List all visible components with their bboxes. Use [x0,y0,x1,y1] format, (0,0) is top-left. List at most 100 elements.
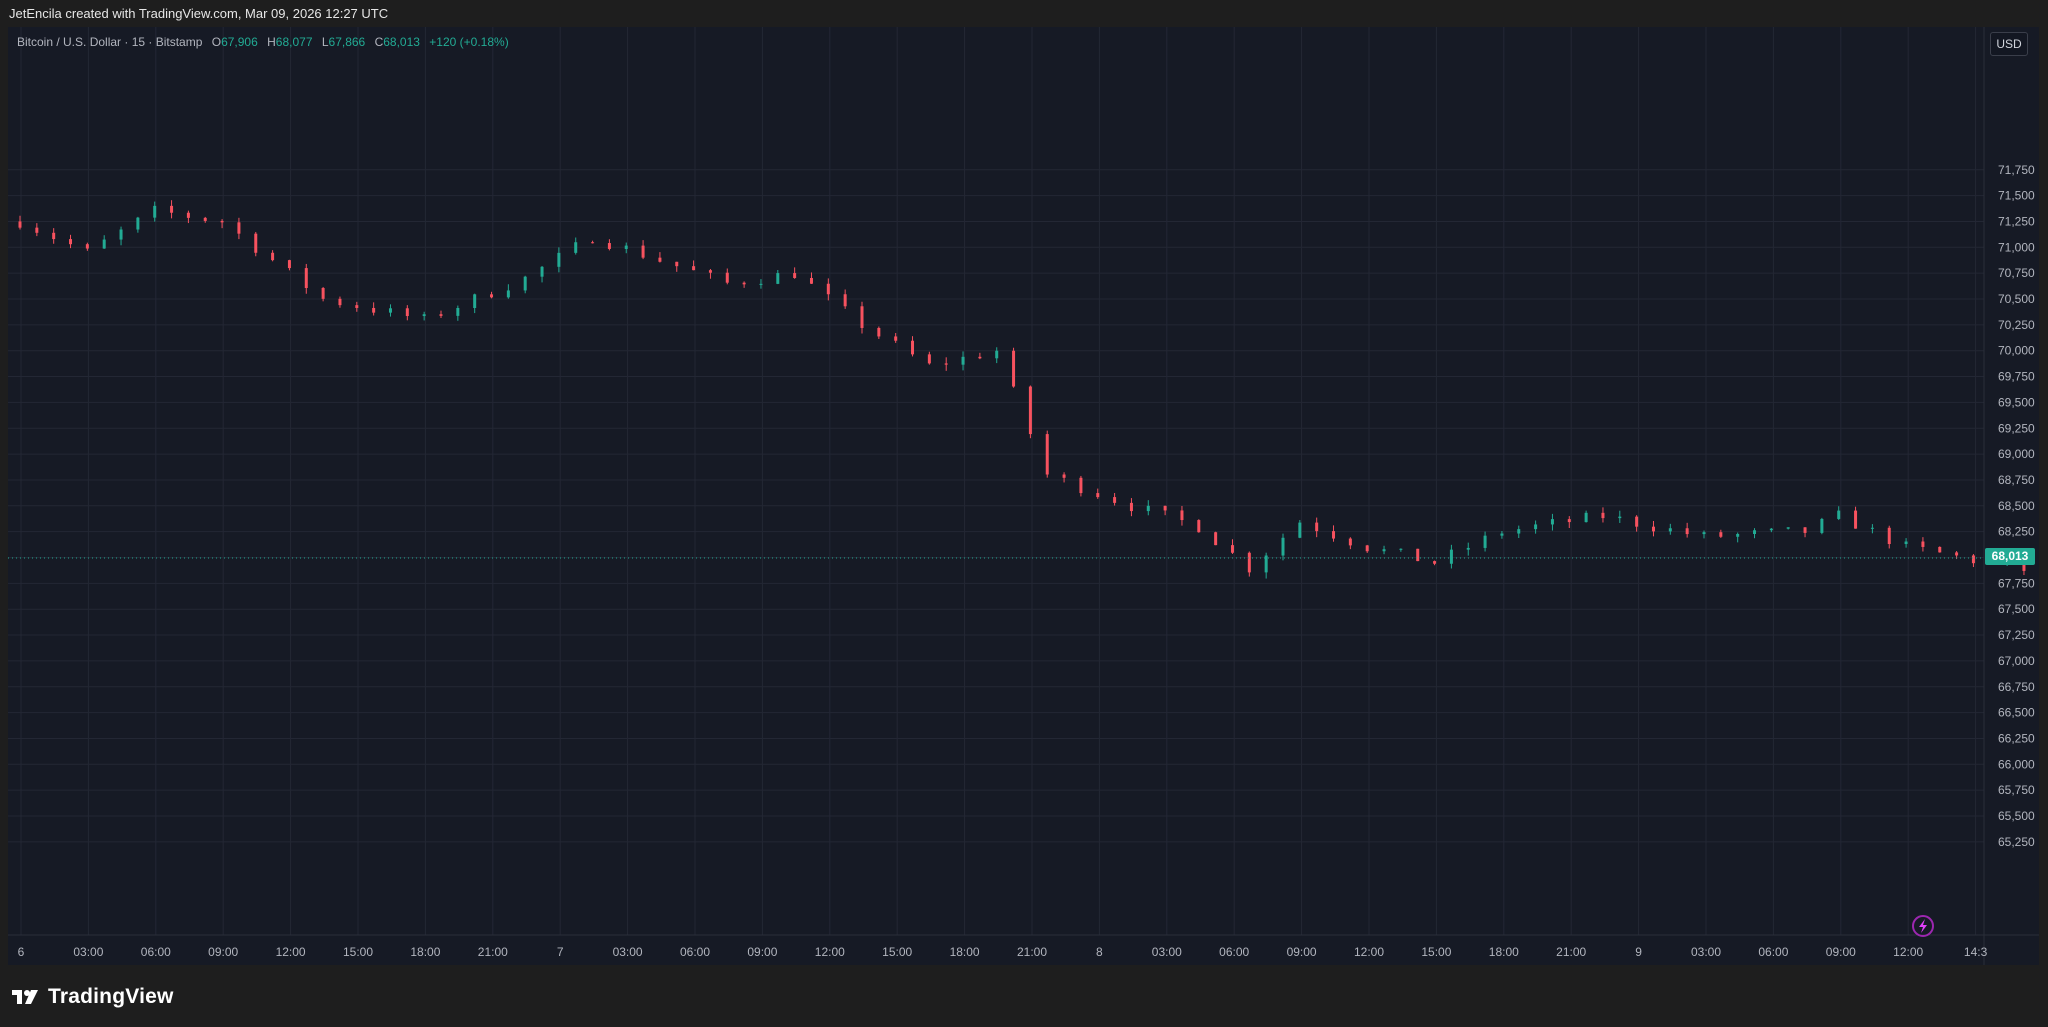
candle-body [1517,529,1521,534]
candle-body [1214,532,1218,546]
time-tick-label: 15:00 [882,945,912,959]
price-tick-label: 68,750 [1998,473,2035,487]
candle-body [136,217,140,230]
candle-body [102,239,106,249]
candle-body [170,205,174,213]
time-tick-label: 09:00 [208,945,238,959]
price-tick-label: 66,250 [1998,731,2035,745]
time-tick-label: 06:00 [680,945,710,959]
time-tick-label: 09:00 [1287,945,1317,959]
candle-body [439,314,443,316]
symbol-legend: Bitcoin / U.S. Dollar · 15 · Bitstamp O6… [17,35,509,49]
candle-body [1163,505,1167,511]
candle-body [321,288,325,299]
time-tick-label: 12:00 [1893,945,1923,959]
candle-body [725,272,729,283]
time-tick-label: 03:00 [1691,945,1721,959]
candle-body [456,307,460,316]
currency-button[interactable]: USD [1990,32,2028,56]
time-tick-label: 03:00 [613,945,643,959]
candle-body [1113,497,1117,503]
candle-body [85,244,89,249]
time-tick-label: 18:00 [1489,945,1519,959]
candle-body [961,356,965,365]
candle-body [237,222,241,234]
price-tick-label: 66,000 [1998,757,2035,771]
candle-body [119,229,123,240]
price-axis[interactable]: 65,250 65,500 65,750 66,000 66,250 66,500 66,7… [1998,163,2035,849]
price-tick-label: 70,500 [1998,292,2035,306]
candle-body [1870,527,1874,529]
candle-body [1012,350,1016,387]
tradingview-logo[interactable]: TradingView [12,985,174,1009]
candle-body [473,294,477,308]
candle-body [1685,528,1689,535]
time-tick-label: 21:00 [1556,945,1586,959]
time-axis[interactable]: 6 03:00 06:00 09:00 12:00 15:00 18:00 21:00 7 03:… [18,945,1988,959]
candle-body [843,294,847,307]
candlestick-chart[interactable]: 65,250 65,500 65,750 66,000 66,250 66,500 66,7… [8,27,2039,965]
candle-body [186,212,190,218]
time-tick-label: 12:00 [276,945,306,959]
time-tick-label: 12:00 [815,945,845,959]
candle-body [1281,537,1285,556]
high-value: 68,077 [275,35,313,49]
time-tick-label: 06:00 [1219,945,1249,959]
candle-body [793,273,797,278]
candle-body [1180,510,1184,521]
price-tick-label: 69,250 [1998,421,2035,435]
time-tick-label: 06:00 [141,945,171,959]
time-tick-label: 6 [18,945,25,959]
price-tick-label: 65,750 [1998,783,2035,797]
price-tick-label: 70,250 [1998,318,2035,332]
candle-body [254,233,258,253]
candle-body [1719,532,1723,537]
price-tick-label: 71,000 [1998,240,2035,254]
candle-body [1332,531,1336,539]
candle-body [1567,519,1571,523]
candle-body [1635,516,1639,527]
candle-body [624,245,628,249]
attribution-text: JetEncila created with TradingView.com, … [9,6,389,21]
flash-icon[interactable] [1912,915,1934,937]
candle-body [708,270,712,273]
price-tick-label: 71,750 [1998,163,2035,177]
candle-body [1702,532,1706,535]
time-tick-label: 03:00 [73,945,103,959]
candle-body [1971,555,1975,564]
time-tick-label: 9 [1635,945,1642,959]
price-tick-label: 69,500 [1998,395,2035,409]
candle-body [1433,561,1437,564]
time-tick-label: 21:00 [478,945,508,959]
candle-body [1129,502,1133,512]
price-tick-label: 65,500 [1998,809,2035,823]
price-tick-label: 71,500 [1998,189,2035,203]
candle-body [1550,519,1554,525]
time-tick-label: 8 [1096,945,1103,959]
candle-body [927,354,931,364]
candle-body [877,327,881,337]
candle-body [557,252,561,267]
time-tick-label: 18:00 [950,945,980,959]
candle-body [405,308,409,317]
chart-area[interactable]: 65,250 65,500 65,750 66,000 66,250 66,500 66,7… [8,27,2039,965]
open-value: 67,906 [221,35,258,49]
time-tick-label: 7 [557,945,564,959]
price-tick-label: 69,000 [1998,447,2035,461]
candle-body [1887,527,1891,545]
close-value: 68,013 [383,35,420,49]
candle-body [52,232,56,240]
candle-body [1500,533,1504,536]
time-tick-label: 09:00 [747,945,777,959]
time-tick-label: 06:00 [1758,945,1788,959]
price-tick-label: 67,750 [1998,576,2035,590]
symbol-name[interactable]: Bitcoin / U.S. Dollar · 15 · Bitstamp [17,35,203,49]
candle-body [1820,518,1824,533]
candle-body [1062,474,1066,478]
candle-body [911,340,915,355]
candle-body [1769,528,1773,531]
candle-body [675,261,679,267]
tradingview-logo-icon [12,990,38,1004]
time-tick-label: 15:00 [343,945,373,959]
candle-body [1247,552,1251,573]
